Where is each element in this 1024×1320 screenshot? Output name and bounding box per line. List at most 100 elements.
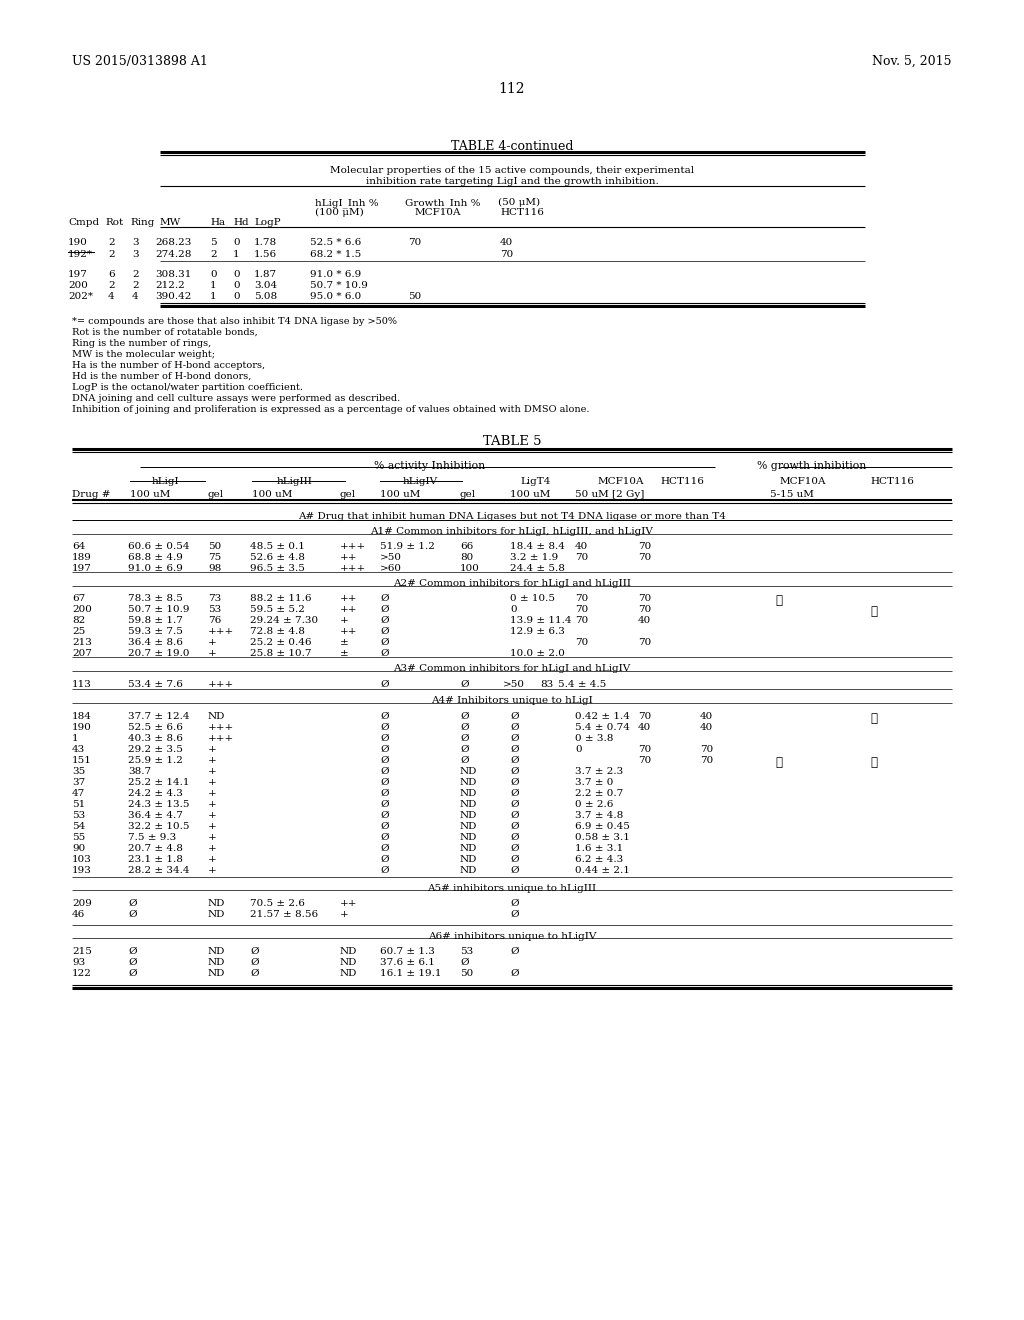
Text: Ring is the number of rings,: Ring is the number of rings, bbox=[72, 339, 211, 348]
Text: 2: 2 bbox=[132, 271, 138, 279]
Text: Ring: Ring bbox=[130, 218, 155, 227]
Text: Ha is the number of H-bond acceptors,: Ha is the number of H-bond acceptors, bbox=[72, 360, 265, 370]
Text: 0 ± 2.6: 0 ± 2.6 bbox=[575, 800, 613, 809]
Text: MW: MW bbox=[160, 218, 181, 227]
Text: ND: ND bbox=[208, 899, 225, 908]
Text: 50 uM [2 Gy]: 50 uM [2 Gy] bbox=[575, 490, 644, 499]
Text: 0: 0 bbox=[233, 281, 240, 290]
Text: 29.2 ± 3.5: 29.2 ± 3.5 bbox=[128, 744, 183, 754]
Text: HCT116: HCT116 bbox=[500, 209, 544, 216]
Text: 37.7 ± 12.4: 37.7 ± 12.4 bbox=[128, 711, 189, 721]
Text: 70: 70 bbox=[575, 594, 588, 603]
Text: Ø: Ø bbox=[510, 833, 518, 842]
Text: 37.6 ± 6.1: 37.6 ± 6.1 bbox=[380, 958, 435, 968]
Text: A4# Inhibitors unique to hLigI: A4# Inhibitors unique to hLigI bbox=[431, 696, 593, 705]
Text: >60: >60 bbox=[380, 564, 402, 573]
Text: Ø: Ø bbox=[128, 899, 136, 908]
Text: 55: 55 bbox=[72, 833, 85, 842]
Text: Ha: Ha bbox=[210, 218, 225, 227]
Text: ND: ND bbox=[340, 946, 357, 956]
Text: Ø: Ø bbox=[128, 909, 136, 919]
Text: 268.23: 268.23 bbox=[155, 238, 191, 247]
Text: hLigI: hLigI bbox=[152, 477, 179, 486]
Text: 0: 0 bbox=[510, 605, 517, 614]
Text: 202*: 202* bbox=[68, 292, 93, 301]
Text: +: + bbox=[340, 909, 349, 919]
Text: Ø: Ø bbox=[380, 627, 389, 636]
Text: 2: 2 bbox=[132, 281, 138, 290]
Text: 70: 70 bbox=[638, 711, 651, 721]
Text: 54: 54 bbox=[72, 822, 85, 832]
Text: 50: 50 bbox=[408, 292, 421, 301]
Text: Ø: Ø bbox=[510, 767, 518, 776]
Text: +: + bbox=[208, 649, 217, 657]
Text: 6.9 ± 0.45: 6.9 ± 0.45 bbox=[575, 822, 630, 832]
Text: 28.2 ± 34.4: 28.2 ± 34.4 bbox=[128, 866, 189, 875]
Text: 40.3 ± 8.6: 40.3 ± 8.6 bbox=[128, 734, 183, 743]
Text: +: + bbox=[208, 822, 217, 832]
Text: Ø: Ø bbox=[380, 616, 389, 624]
Text: ND: ND bbox=[208, 958, 225, 968]
Text: 100 uM: 100 uM bbox=[252, 490, 293, 499]
Text: Ø: Ø bbox=[250, 958, 259, 968]
Text: Ø: Ø bbox=[460, 711, 469, 721]
Text: 21.57 ± 8.56: 21.57 ± 8.56 bbox=[250, 909, 318, 919]
Text: 5-15 uM: 5-15 uM bbox=[770, 490, 814, 499]
Text: Ø: Ø bbox=[380, 810, 389, 820]
Text: 25.2 ± 14.1: 25.2 ± 14.1 bbox=[128, 777, 189, 787]
Text: Rot: Rot bbox=[105, 218, 123, 227]
Text: 193: 193 bbox=[72, 866, 92, 875]
Text: 36.4 ± 4.7: 36.4 ± 4.7 bbox=[128, 810, 183, 820]
Text: 50.7 * 10.9: 50.7 * 10.9 bbox=[310, 281, 368, 290]
Text: 70: 70 bbox=[638, 756, 651, 766]
Text: +: + bbox=[340, 616, 349, 624]
Text: 70: 70 bbox=[700, 756, 714, 766]
Text: 1: 1 bbox=[210, 281, 217, 290]
Text: 70: 70 bbox=[500, 249, 513, 259]
Text: Ø: Ø bbox=[510, 810, 518, 820]
Text: 43: 43 bbox=[72, 744, 85, 754]
Text: 2: 2 bbox=[108, 281, 115, 290]
Text: Ø: Ø bbox=[380, 734, 389, 743]
Text: ND: ND bbox=[460, 810, 477, 820]
Text: Ø: Ø bbox=[380, 833, 389, 842]
Text: Ø: Ø bbox=[460, 958, 469, 968]
Text: ND: ND bbox=[460, 777, 477, 787]
Text: 207: 207 bbox=[72, 649, 92, 657]
Text: 24.2 ± 4.3: 24.2 ± 4.3 bbox=[128, 789, 183, 799]
Text: 76: 76 bbox=[208, 616, 221, 624]
Text: 52.5 * 6.6: 52.5 * 6.6 bbox=[310, 238, 361, 247]
Text: +++: +++ bbox=[208, 723, 234, 733]
Text: hLigIII: hLigIII bbox=[278, 477, 313, 486]
Text: ND: ND bbox=[460, 833, 477, 842]
Text: 3: 3 bbox=[132, 249, 138, 259]
Text: 40: 40 bbox=[638, 723, 651, 733]
Text: 83: 83 bbox=[540, 680, 553, 689]
Text: MCF10A: MCF10A bbox=[598, 477, 644, 486]
Text: 390.42: 390.42 bbox=[155, 292, 191, 301]
Text: 209: 209 bbox=[72, 899, 92, 908]
Text: 18.4 ± 8.4: 18.4 ± 8.4 bbox=[510, 543, 565, 550]
Text: A6# inhibitors unique to hLigIV: A6# inhibitors unique to hLigIV bbox=[428, 932, 596, 941]
Text: 24.3 ± 13.5: 24.3 ± 13.5 bbox=[128, 800, 189, 809]
Text: 0.42 ± 1.4: 0.42 ± 1.4 bbox=[575, 711, 630, 721]
Text: 73: 73 bbox=[208, 594, 221, 603]
Text: Ø: Ø bbox=[380, 767, 389, 776]
Text: A2# Common inhibitors for hLigI and hLigIII: A2# Common inhibitors for hLigI and hLig… bbox=[393, 579, 631, 587]
Text: 308.31: 308.31 bbox=[155, 271, 191, 279]
Text: LogP is the octanol/water partition coefficient.: LogP is the octanol/water partition coef… bbox=[72, 383, 303, 392]
Text: hLigIV: hLigIV bbox=[402, 477, 437, 486]
Text: Hd: Hd bbox=[233, 218, 249, 227]
Text: 2: 2 bbox=[108, 249, 115, 259]
Text: Ø: Ø bbox=[380, 649, 389, 657]
Text: 91.0 * 6.9: 91.0 * 6.9 bbox=[310, 271, 361, 279]
Text: 53.4 ± 7.6: 53.4 ± 7.6 bbox=[128, 680, 183, 689]
Text: A# Drug that inhibit human DNA Ligases but not T4 DNA ligase or more than T4: A# Drug that inhibit human DNA Ligases b… bbox=[298, 512, 726, 521]
Text: HCT116: HCT116 bbox=[660, 477, 703, 486]
Text: Ø: Ø bbox=[510, 789, 518, 799]
Text: >50: >50 bbox=[380, 553, 402, 562]
Text: TABLE 4-continued: TABLE 4-continued bbox=[451, 140, 573, 153]
Text: 75: 75 bbox=[208, 553, 221, 562]
Text: Ø: Ø bbox=[510, 855, 518, 865]
Text: Ø: Ø bbox=[380, 723, 389, 733]
